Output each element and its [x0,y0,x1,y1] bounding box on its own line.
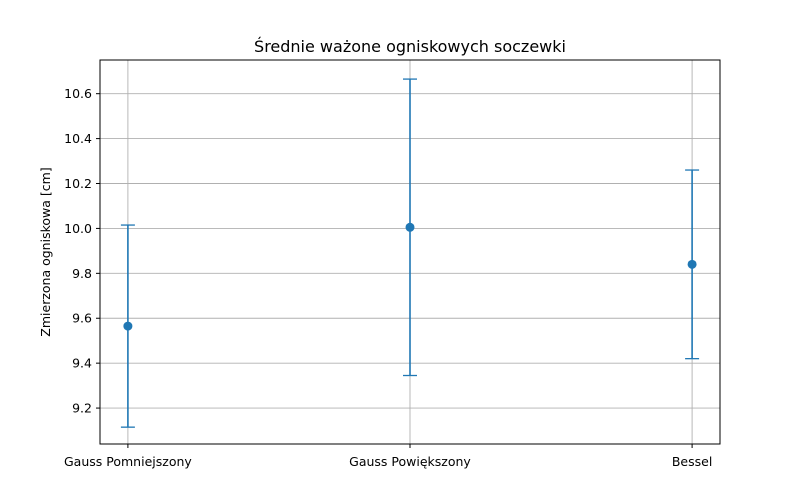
x-tick-label: Bessel [672,454,712,469]
y-tick-label: 9.4 [72,356,92,371]
x-tick-label: Gauss Pomniejszony [64,454,192,469]
x-tick-label: Gauss Powiększony [349,454,471,469]
data-point [687,259,697,269]
y-tick-label: 9.6 [72,311,92,326]
y-tick-label: 10.0 [64,221,92,236]
y-tick-label: 10.6 [64,86,92,101]
y-tick-label: 10.2 [64,176,92,191]
x-axis-ticks: Gauss Pomniejszony Gauss Powiększony Besse… [64,444,712,469]
data-point [123,321,133,331]
y-axis-label: Zmierzona ogniskowa [cm] [38,167,53,336]
y-tick-label: 9.2 [72,401,92,416]
chart-title: Średnie ważone ogniskowych soczewki [254,37,566,56]
error-bars [120,78,700,428]
data-points [123,222,697,331]
y-tick-label: 9.8 [72,266,92,281]
y-tick-label: 10.4 [64,131,92,146]
data-point [405,222,415,232]
y-axis-ticks: 9.2 9.4 9.6 9.8 10.0 10.2 10.4 10.6 [64,86,100,416]
